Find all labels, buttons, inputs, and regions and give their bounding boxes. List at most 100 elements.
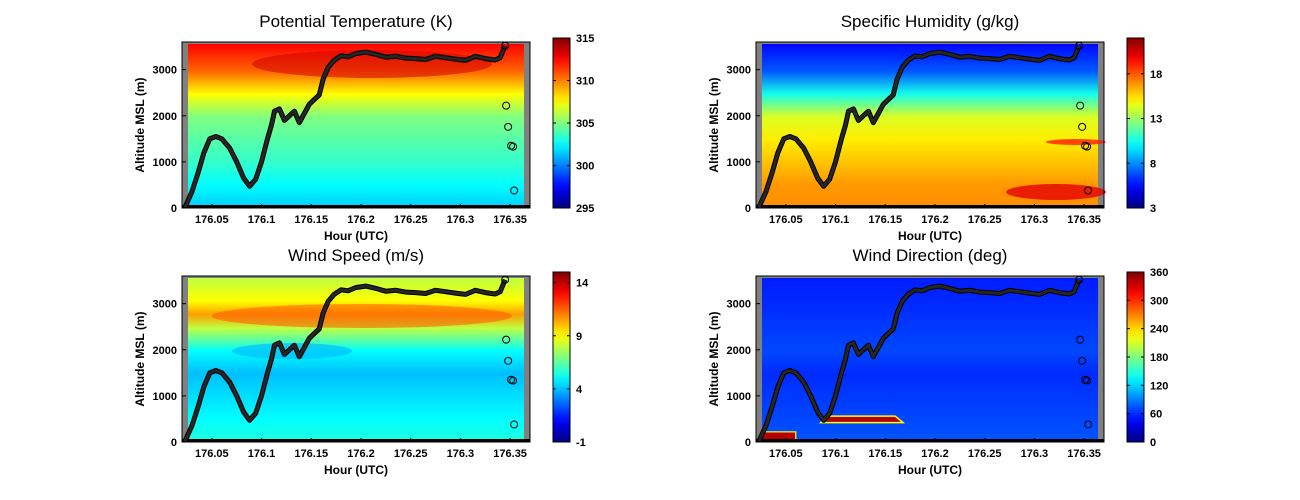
jet-band [212,304,512,328]
colorbar-tick-label: 60 [1150,409,1162,421]
x-tick-label: 176.2 [347,448,375,460]
colorbar: 3 8 13 18 [1126,37,1162,215]
x-tick-label: 176.3 [1021,448,1049,460]
axes-frame [181,275,531,443]
colorbar-tick-label: 305 [576,118,594,130]
x-tick-label: 176.1 [248,448,276,460]
sonde-point [1084,186,1093,195]
x-axis-label: Hour (UTC) [324,463,388,477]
colorbar-tick-label: 120 [1150,380,1168,392]
x-tick-label: 176.05 [195,214,229,226]
y-axis-label: Altitude MSL (m) [133,77,147,172]
colorbar-tick-label: 315 [576,33,594,45]
y-tick-label: 2000 [153,111,177,123]
axes-frame [755,41,1105,209]
chart-title: Wind Speed (m/s) [288,246,424,265]
colorbar-tick-label: 13 [1150,114,1162,126]
x-tick-label: 176.25 [968,448,1002,460]
colorbar-tick-label: 18 [1150,69,1162,81]
colorbar-scale [1126,37,1145,209]
colorbar-tick-label: 9 [576,331,582,343]
x-tick-label: 176.1 [822,448,850,460]
flight-track [757,45,1081,208]
y-tick-label: 0 [171,437,177,449]
y-tick-label: 2000 [153,345,177,357]
sonde-point [1083,376,1092,385]
y-axis-label: Altitude MSL (m) [707,311,721,406]
ground-strip [756,205,1104,208]
sonde-point [502,101,511,110]
colorbar-tick-label: -1 [576,437,586,449]
colorbar-tick-label: 8 [1150,158,1156,170]
x-tick-label: 176.3 [447,214,475,226]
subplot-4: 176.05 176.1 176.15 176.2 176.25 176.3 176.35 0… [707,246,1168,477]
subplot-2: 176.05 176.1 176.15 176.2 176.25 176.3 176.35 0… [707,12,1162,243]
colorbar-tick-label: 310 [576,76,594,88]
x-axis-label: Hour (UTC) [898,229,962,243]
y-tick-label: 1000 [153,391,177,403]
subplot-1: 176.05 176.1 176.15 176.2 176.25 176.3 176.35 0… [133,12,594,243]
low-speed-band [232,343,352,359]
colorbar-tick-label: 295 [576,203,594,215]
field-heatmap [762,278,1098,442]
x-tick-label: 176.25 [394,214,428,226]
x-tick-label: 176.25 [968,214,1002,226]
x-tick-label: 176.3 [447,448,475,460]
x-tick-label: 176.05 [195,448,229,460]
ground-strip [182,205,530,208]
moist-layer [1046,139,1106,145]
sonde-point [509,142,518,151]
x-tick-label: 176.15 [868,214,902,226]
sonde-point [510,420,519,429]
sonde-point [502,335,511,344]
x-tick-label: 176.1 [822,214,850,226]
flight-track [183,279,507,442]
x-tick-label: 176.15 [294,448,328,460]
wind-shift-region [819,415,906,424]
y-tick-label: 0 [171,203,177,215]
y-tick-label: 2000 [727,111,751,123]
colorbar-tick-label: 300 [576,161,594,173]
x-tick-label: 176.35 [1067,448,1101,460]
x-tick-label: 176.05 [769,214,803,226]
y-tick-label: 0 [745,203,751,215]
x-tick-label: 176.2 [347,214,375,226]
colorbar-scale [552,271,571,443]
y-tick-label: 3000 [727,299,751,311]
x-tick-label: 176.15 [868,448,902,460]
x-tick-label: 176.25 [394,448,428,460]
flight-track-outline [756,278,1082,443]
colorbar-tick-label: 14 [576,278,589,290]
x-axis-label: Hour (UTC) [324,229,388,243]
field-heatmap [762,44,1098,208]
moist-layer [1006,184,1106,200]
axes-frame [181,41,531,209]
y-tick-label: 2000 [727,345,751,357]
y-tick-label: 3000 [153,65,177,77]
field-heatmap [188,278,524,442]
axes-frame [755,275,1105,443]
ground-strip [756,439,1104,442]
flight-track-outline [182,278,508,443]
x-tick-label: 176.1 [248,214,276,226]
sonde-point [1076,101,1085,110]
subplot-3: 176.05 176.1 176.15 176.2 176.25 176.3 176.35 0… [133,246,589,477]
colorbar-tick-label: 240 [1150,324,1168,336]
flight-track [757,279,1081,442]
x-tick-label: 176.3 [1021,214,1049,226]
x-tick-label: 176.35 [1067,214,1101,226]
chart-title: Wind Direction (deg) [853,246,1008,265]
x-tick-label: 176.35 [493,214,527,226]
sonde-point [1076,335,1085,344]
ground-strip [182,439,530,442]
flight-track-outline [182,44,508,209]
x-tick-label: 176.2 [921,448,949,460]
x-tick-label: 176.2 [921,214,949,226]
chart-title: Specific Humidity (g/kg) [841,12,1020,31]
sonde-point [504,122,513,131]
sonde-point [1083,142,1092,151]
colorbar: 295 300 305 310 315 [552,33,594,215]
x-tick-label: 176.05 [769,448,803,460]
sonde-point [1084,420,1093,429]
